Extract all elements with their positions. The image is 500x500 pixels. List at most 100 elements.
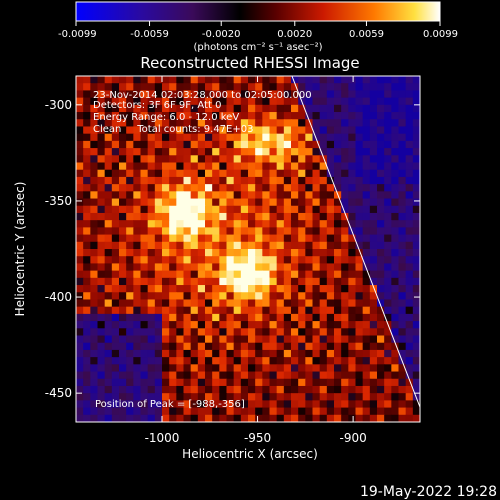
heatmap-cell xyxy=(276,414,285,422)
heatmap-cell xyxy=(348,306,357,315)
heatmap-cell xyxy=(341,97,349,106)
heatmap-cell xyxy=(326,400,335,409)
heatmap-cell xyxy=(140,393,149,401)
heatmap-cell xyxy=(183,140,192,149)
heatmap-cell xyxy=(126,256,134,265)
heatmap-cell xyxy=(162,393,170,401)
heatmap-cell xyxy=(240,393,249,401)
heatmap-cell xyxy=(298,299,306,308)
heatmap-cell xyxy=(104,198,113,207)
heatmap-cell xyxy=(312,407,321,416)
heatmap-cell xyxy=(255,328,263,337)
heatmap-cell xyxy=(111,234,120,243)
heatmap-cell xyxy=(119,378,127,387)
heatmap-cell xyxy=(176,285,185,293)
heatmap-cell xyxy=(233,378,242,387)
heatmap-cell xyxy=(76,400,84,409)
heatmap-cell xyxy=(104,133,113,142)
heatmap-cell xyxy=(384,227,392,236)
heatmap-cell xyxy=(219,335,228,344)
heatmap-cell xyxy=(283,277,292,286)
heatmap-cell xyxy=(269,306,278,315)
heatmap-cell xyxy=(276,119,285,128)
heatmap-cell xyxy=(326,263,335,272)
heatmap-cell xyxy=(240,349,249,358)
heatmap-cell xyxy=(233,414,242,422)
heatmap-cell xyxy=(348,140,357,149)
heatmap-cell xyxy=(212,176,220,185)
heatmap-cell xyxy=(326,292,335,301)
heatmap-cell xyxy=(283,176,292,185)
heatmap-cell xyxy=(319,292,328,301)
heatmap-cell xyxy=(291,227,299,236)
heatmap-cell xyxy=(111,148,120,156)
heatmap-cell xyxy=(183,299,192,308)
heatmap-cell xyxy=(377,119,385,128)
heatmap-cell xyxy=(269,140,278,149)
heatmap-cell xyxy=(369,176,378,185)
heatmap-cell xyxy=(119,198,127,207)
heatmap-cell xyxy=(398,321,407,329)
heatmap-cell xyxy=(90,198,99,207)
annotation-line-3: Energy Range: 6.0 - 12.0 keV xyxy=(93,112,239,123)
heatmap-cell xyxy=(190,378,199,387)
heatmap-cell xyxy=(355,277,364,286)
x-axis: -1000 -950 -900 xyxy=(145,76,367,445)
heatmap-cell xyxy=(362,256,371,265)
heatmap-cell xyxy=(326,212,335,221)
heatmap-cell xyxy=(111,176,120,185)
heatmap-cell xyxy=(312,83,321,92)
heatmap-cell xyxy=(298,364,306,373)
heatmap-cell xyxy=(384,249,392,257)
heatmap-cell xyxy=(362,414,371,422)
heatmap-cell xyxy=(90,184,99,192)
heatmap-cell xyxy=(76,364,84,373)
heatmap-cell xyxy=(126,234,134,243)
heatmap-cell xyxy=(126,184,134,192)
heatmap-cell xyxy=(226,83,235,92)
heatmap-cell xyxy=(398,335,407,344)
heatmap-cell xyxy=(348,321,357,329)
heatmap-cell xyxy=(205,385,213,394)
heatmap-cell xyxy=(248,148,256,156)
heatmap-cell xyxy=(312,299,321,308)
heatmap-cell xyxy=(384,198,392,207)
heatmap-cell xyxy=(305,169,314,178)
heatmap-cell xyxy=(362,140,371,149)
heatmap-cell xyxy=(291,285,299,293)
heatmap-cell xyxy=(119,342,127,351)
heatmap-cell xyxy=(90,205,99,214)
heatmap-cell xyxy=(76,126,84,135)
heatmap-cell xyxy=(90,306,99,315)
heatmap-cell xyxy=(326,378,335,387)
heatmap-cell xyxy=(276,385,285,394)
heatmap-cell xyxy=(126,155,134,164)
heatmap-cell xyxy=(233,393,242,401)
heatmap-cell xyxy=(319,349,328,358)
heatmap-cell xyxy=(176,364,185,373)
heatmap-cell xyxy=(355,234,364,243)
heatmap-cell xyxy=(255,335,263,344)
heatmap-cell xyxy=(269,119,278,128)
heatmap-cell xyxy=(190,385,199,394)
heatmap-cell xyxy=(355,256,364,265)
heatmap-cell xyxy=(283,414,292,422)
heatmap-cell xyxy=(240,385,249,394)
heatmap-cell xyxy=(111,371,120,380)
heatmap-cell xyxy=(140,162,149,171)
heatmap-cell xyxy=(362,241,371,250)
heatmap-cell xyxy=(205,342,213,351)
heatmap-cell xyxy=(262,299,271,308)
heatmap-cell xyxy=(377,76,385,84)
heatmap-cell xyxy=(298,126,306,135)
heatmap-cell xyxy=(147,97,156,106)
heatmap-cell xyxy=(111,256,120,265)
heatmap-cell xyxy=(312,97,321,106)
heatmap-cell xyxy=(197,83,206,92)
heatmap-cell xyxy=(76,313,84,322)
heatmap-cell xyxy=(97,414,106,422)
heatmap-cell xyxy=(226,184,235,192)
heatmap-cell xyxy=(140,191,149,200)
heatmap-cell xyxy=(405,112,414,120)
heatmap-cell xyxy=(298,328,306,337)
